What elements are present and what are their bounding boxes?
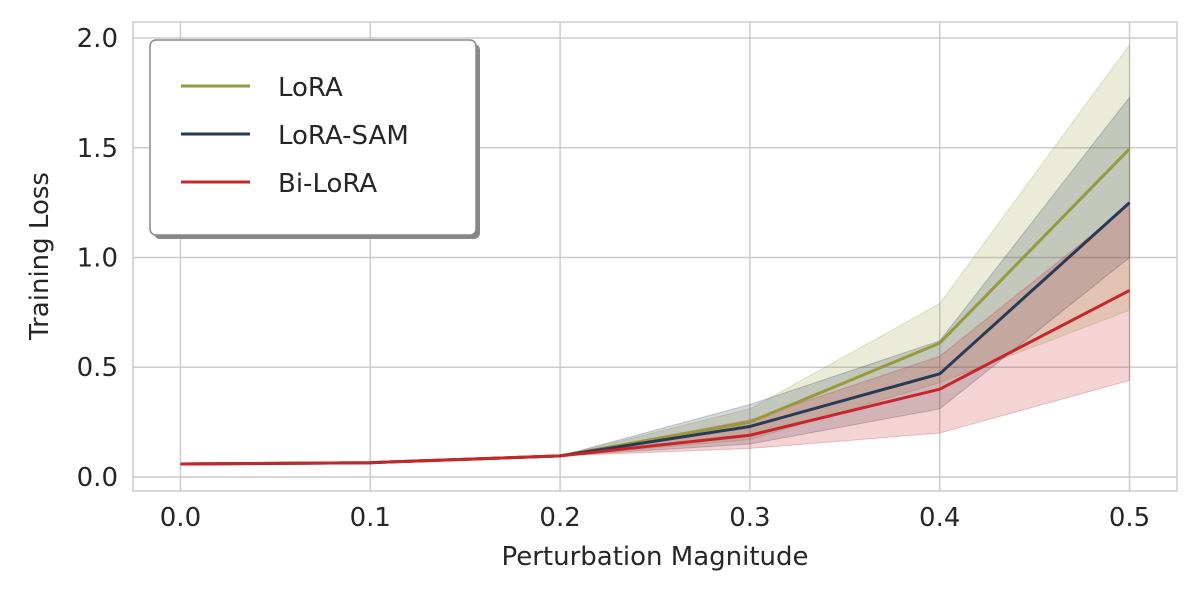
y-axis-label: Training Loss: [25, 172, 55, 341]
legend-label: Bi-LoRA: [278, 169, 377, 199]
x-axis-label: Perturbation Magnitude: [501, 542, 808, 572]
x-tick-label: 0.2: [539, 503, 580, 533]
y-tick-label: 0.5: [77, 353, 118, 383]
y-tick-label: 0.0: [77, 463, 118, 493]
x-tick-label: 0.5: [1109, 503, 1150, 533]
legend-label: LoRA-SAM: [278, 121, 409, 151]
y-tick-label: 1.5: [77, 134, 118, 164]
x-tick-label: 0.1: [350, 503, 391, 533]
x-tick-labels: 0.0 0.1 0.2 0.3 0.4 0.5: [160, 503, 1150, 533]
y-tick-labels: 0.0 0.5 1.0 1.5 2.0: [77, 24, 118, 493]
x-tick-label: 0.3: [729, 503, 770, 533]
x-tick-label: 0.4: [919, 503, 960, 533]
y-tick-label: 1.0: [77, 243, 118, 273]
legend-label: LoRA: [278, 73, 343, 103]
x-tick-label: 0.0: [160, 503, 201, 533]
y-tick-label: 2.0: [77, 24, 118, 54]
legend: LoRA LoRA-SAM Bi-LoRA: [150, 40, 480, 239]
